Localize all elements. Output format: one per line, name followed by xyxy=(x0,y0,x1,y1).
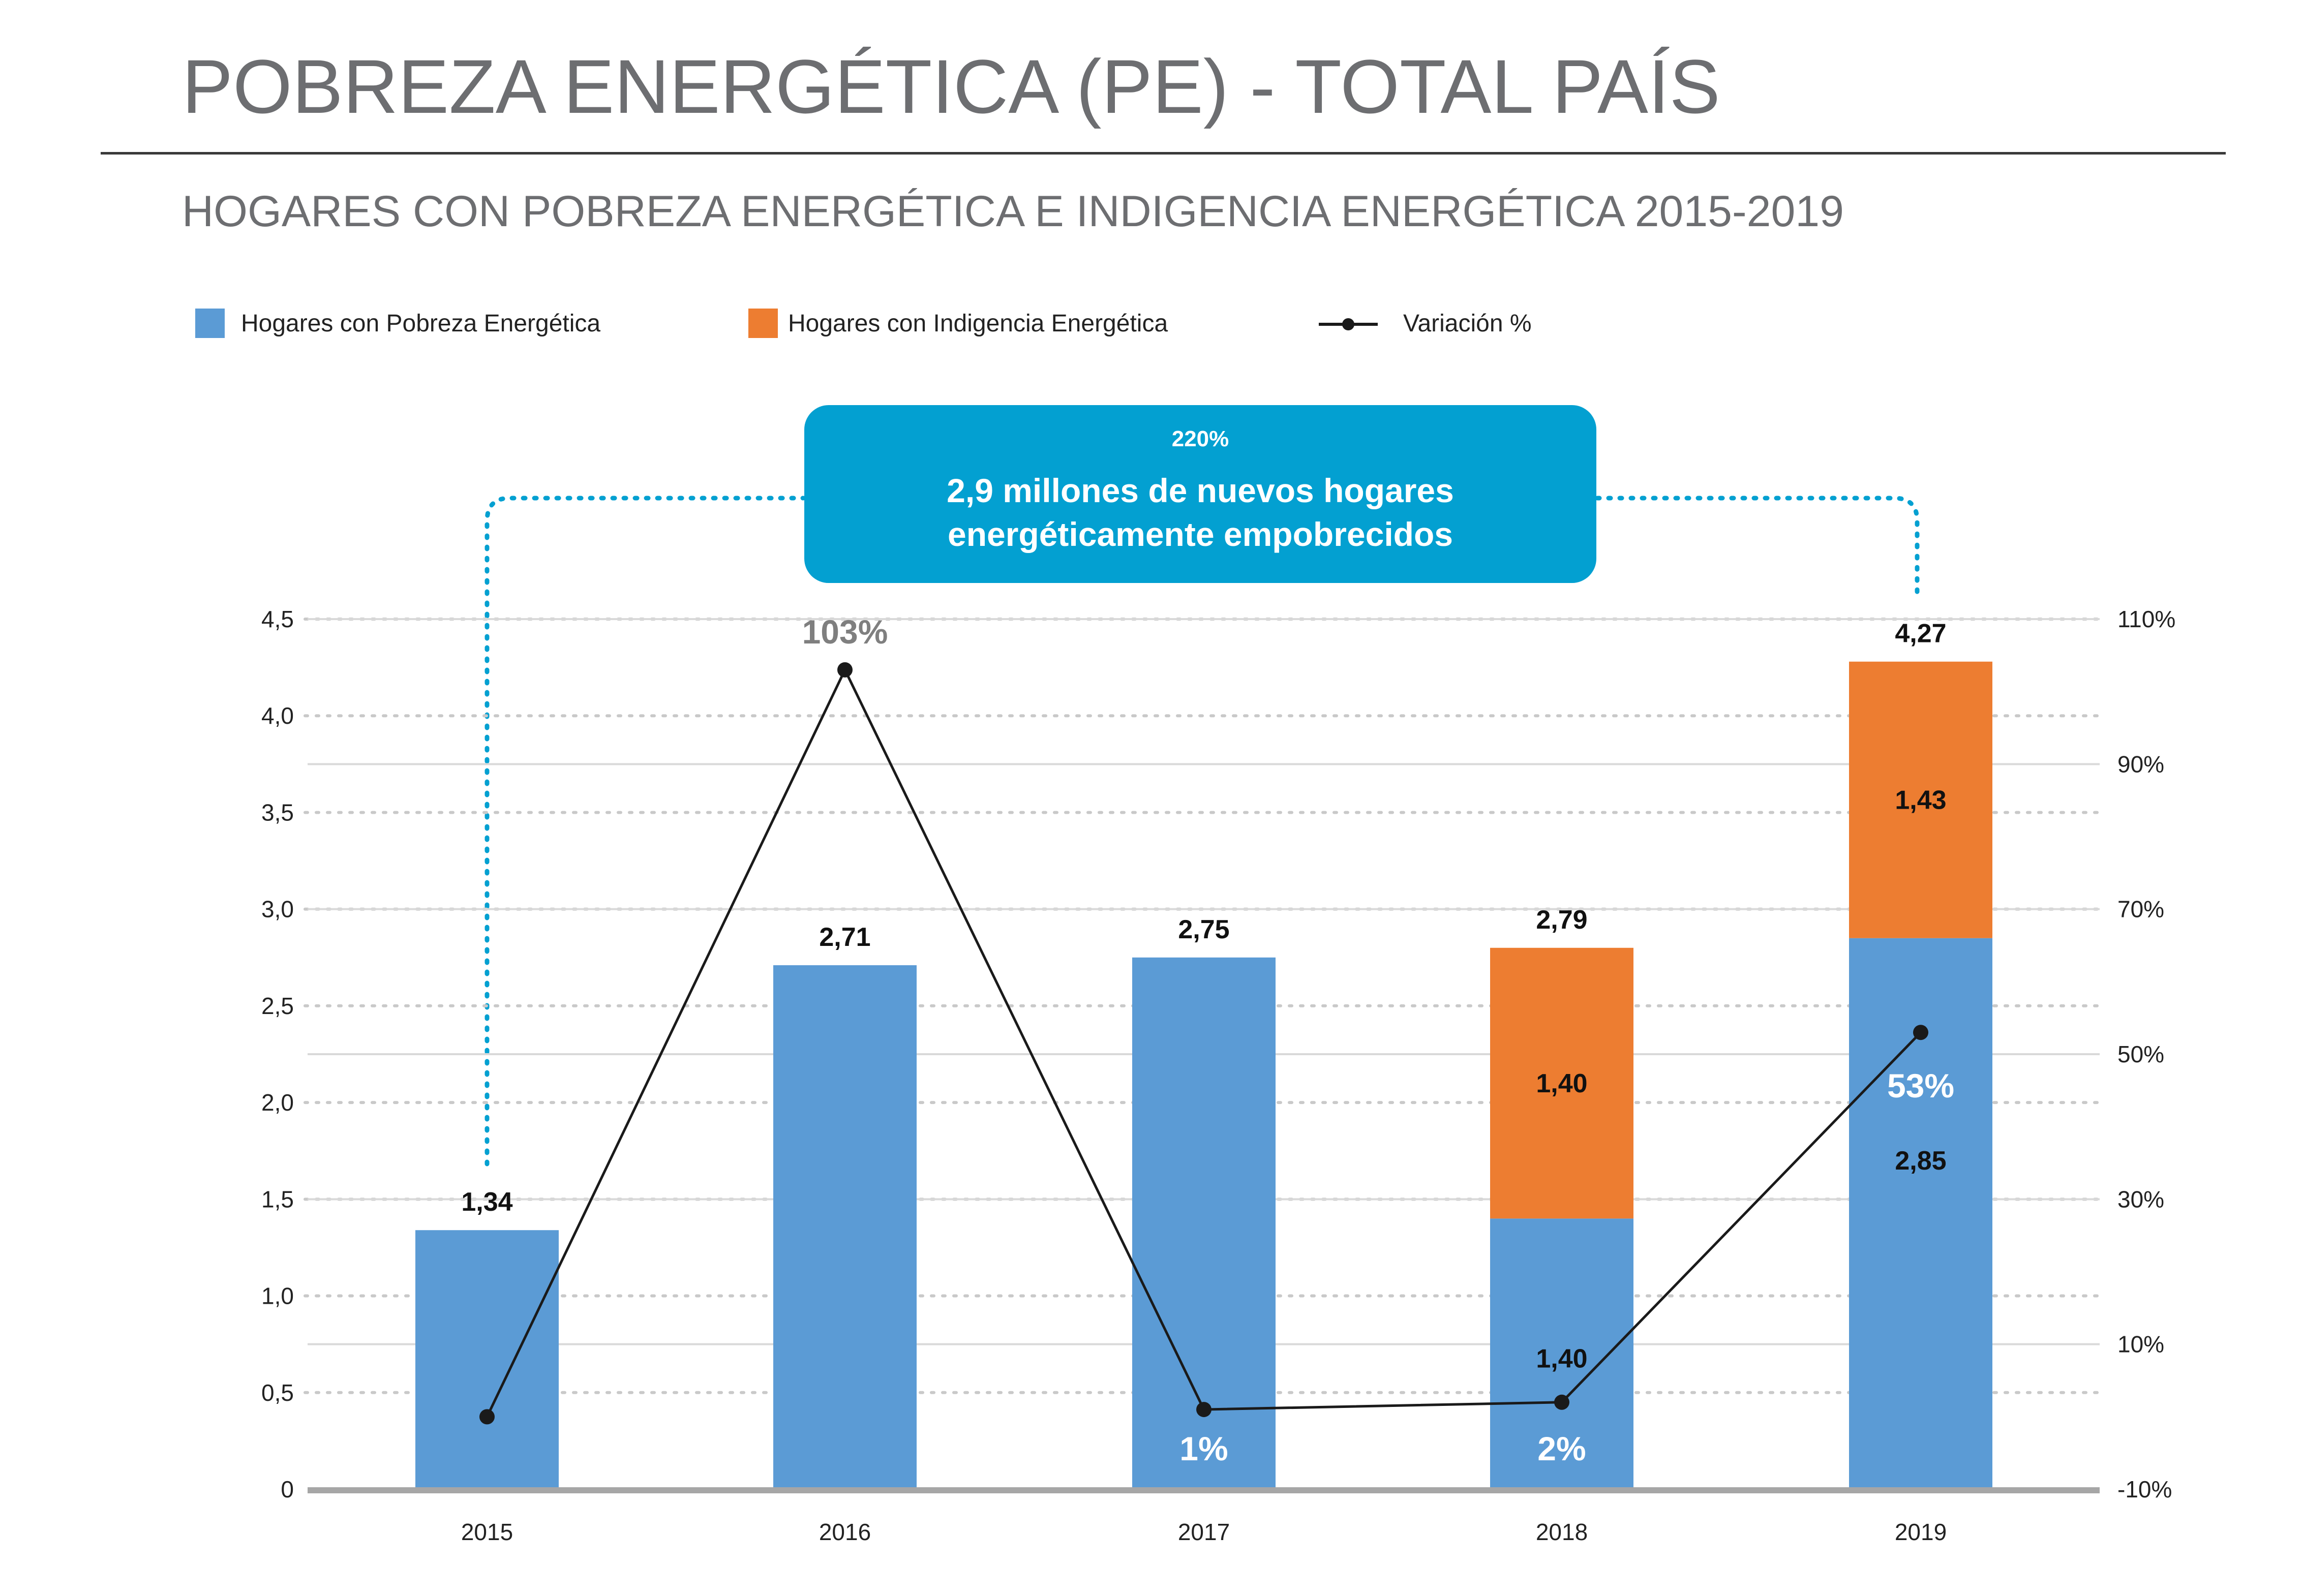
bar-total-label: 4,27 xyxy=(1895,619,1946,649)
x-axis: 2015 2016 2017 2018 2019 xyxy=(461,1519,1947,1545)
variation-label: 2% xyxy=(1537,1430,1586,1467)
y-right-tick-label: -10% xyxy=(2117,1476,2172,1502)
y-axis-left: 0 0,5 1,0 1,5 2,0 2,5 3,0 3,5 4,0 4,5 xyxy=(261,606,294,1502)
bar-total-label: 1,34 xyxy=(461,1187,512,1217)
legend: Hogares con Pobreza Energética Hogares c… xyxy=(195,309,1532,338)
x-tick-label: 2018 xyxy=(1536,1519,1588,1545)
variation-label: 103% xyxy=(802,613,888,651)
y-right-tick-label: 110% xyxy=(2117,606,2175,632)
legend-label-indigencia: Hogares con Indigencia Energética xyxy=(788,310,1168,337)
y-right-tick-label: 30% xyxy=(2117,1186,2164,1212)
bar-total-label: 2,75 xyxy=(1178,915,1229,944)
variation-point xyxy=(837,662,853,678)
legend-label-variacion: Variación % xyxy=(1403,310,1532,337)
y-right-tick-label: 50% xyxy=(2117,1041,2164,1067)
y-left-tick-label: 1,0 xyxy=(261,1283,294,1309)
variation-point xyxy=(479,1409,495,1425)
callout-bracket-left xyxy=(484,496,806,1167)
legend-swatch-pobreza xyxy=(195,309,225,338)
segment-label-indigencia: 1,43 xyxy=(1895,786,1946,815)
page-title: POBREZA ENERGÉTICA (PE) - TOTAL PAÍS xyxy=(182,44,1720,129)
callout-bracket-right xyxy=(1595,496,1920,600)
callout-line-2: energéticamente empobrecidos xyxy=(948,515,1453,553)
bar-pobreza xyxy=(415,1230,559,1489)
callout-line-1: 2,9 millones de nuevos hogares xyxy=(947,472,1454,509)
x-tick-label: 2016 xyxy=(819,1519,871,1545)
x-tick-label: 2017 xyxy=(1178,1519,1230,1545)
variation-point xyxy=(1913,1025,1928,1040)
variation-line xyxy=(479,662,1928,1425)
y-left-tick-label: 3,0 xyxy=(261,896,294,923)
y-right-tick-label: 70% xyxy=(2117,896,2164,923)
bar-pobreza xyxy=(1132,957,1276,1489)
variation-point xyxy=(1554,1394,1569,1410)
x-tick-label: 2015 xyxy=(461,1519,513,1545)
bar-indigencia xyxy=(1849,661,1992,938)
variation-label: 53% xyxy=(1887,1067,1954,1104)
title-divider xyxy=(101,152,2226,155)
x-tick-label: 2019 xyxy=(1895,1519,1947,1545)
bar-total-label: 2,71 xyxy=(819,923,870,952)
x-axis-line xyxy=(308,1487,2100,1493)
variation-label: 1% xyxy=(1179,1430,1228,1467)
variation-point xyxy=(1196,1402,1211,1418)
segment-label-pobreza: 2,85 xyxy=(1895,1146,1946,1176)
legend-label-pobreza: Hogares con Pobreza Energética xyxy=(241,310,600,337)
bar-pobreza xyxy=(1849,938,1992,1489)
segment-label-pobreza: 1,40 xyxy=(1536,1344,1587,1373)
callout-background xyxy=(804,405,1596,583)
callout-box: 220% 2,9 millones de nuevos hogares ener… xyxy=(804,405,1596,583)
y-right-tick-label: 90% xyxy=(2117,751,2164,777)
legend-swatch-indigencia xyxy=(748,309,778,338)
y-right-tick-label: 10% xyxy=(2117,1331,2164,1358)
bar-total-label: 2,79 xyxy=(1536,905,1587,935)
y-left-tick-label: 2,0 xyxy=(261,1089,294,1116)
y-left-tick-label: 4,0 xyxy=(261,702,294,729)
bar-indigencia xyxy=(1490,947,1633,1219)
y-left-tick-label: 3,5 xyxy=(261,799,294,825)
bars xyxy=(415,661,1992,1489)
y-left-tick-label: 4,5 xyxy=(261,606,294,632)
chart-subtitle: HOGARES CON POBREZA ENERGÉTICA E INDIGEN… xyxy=(182,187,1844,236)
y-left-tick-label: 0 xyxy=(281,1476,294,1502)
segment-label-indigencia: 1,40 xyxy=(1536,1069,1587,1098)
bar-pobreza xyxy=(773,965,917,1489)
legend-marker-variacion xyxy=(1342,318,1354,330)
y-axis-right: -10% 10% 30% 50% 70% 90% 110% xyxy=(2117,606,2175,1502)
y-left-tick-label: 0,5 xyxy=(261,1379,294,1406)
y-left-tick-label: 1,5 xyxy=(261,1186,294,1212)
callout-percent: 220% xyxy=(1172,426,1229,451)
y-left-tick-label: 2,5 xyxy=(261,993,294,1019)
data-labels: 1,34 2,71 2,75 2,79 4,27 1,40 2,85 1,40 1,43 103%… xyxy=(461,613,1954,1467)
